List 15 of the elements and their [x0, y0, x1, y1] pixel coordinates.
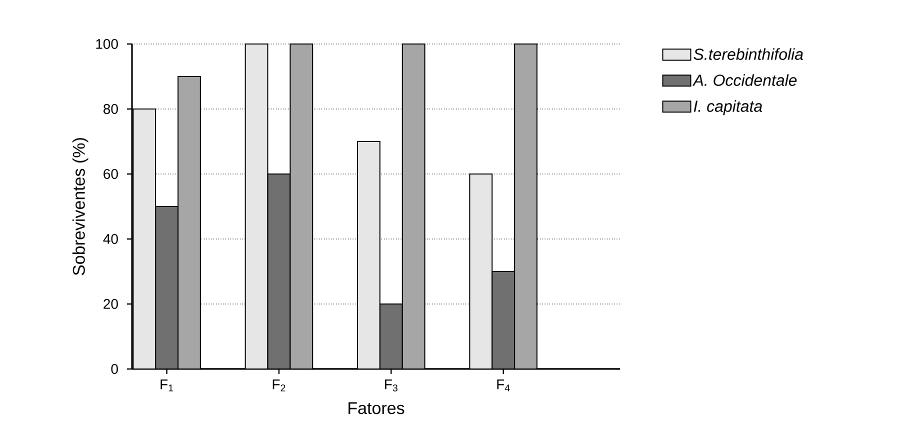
y-tick-label: 100: [96, 39, 118, 49]
y-tick-label: 20: [104, 299, 118, 309]
legend-label: I. capitata: [694, 100, 762, 116]
legend-label: A. Occidentale: [692, 74, 797, 86]
x-tick-label: F$_{4}$: [497, 380, 510, 392]
x-axis-title: Fatores: [348, 402, 404, 414]
x-tick-label: F$_{1}$: [160, 380, 174, 392]
y-tick-label: 40: [103, 234, 118, 244]
y-tick-label: 0: [111, 364, 118, 374]
x-tick-label: F$_{2}$: [272, 380, 286, 392]
y-tick-label: 80: [104, 104, 118, 114]
legend-label: S.terebinthifolia: [694, 48, 803, 60]
y-tick-label: 60: [104, 169, 118, 179]
x-tick-label: F$_{3}$: [385, 380, 398, 392]
y-axis-title: Sobreviventes (%): [72, 138, 88, 276]
